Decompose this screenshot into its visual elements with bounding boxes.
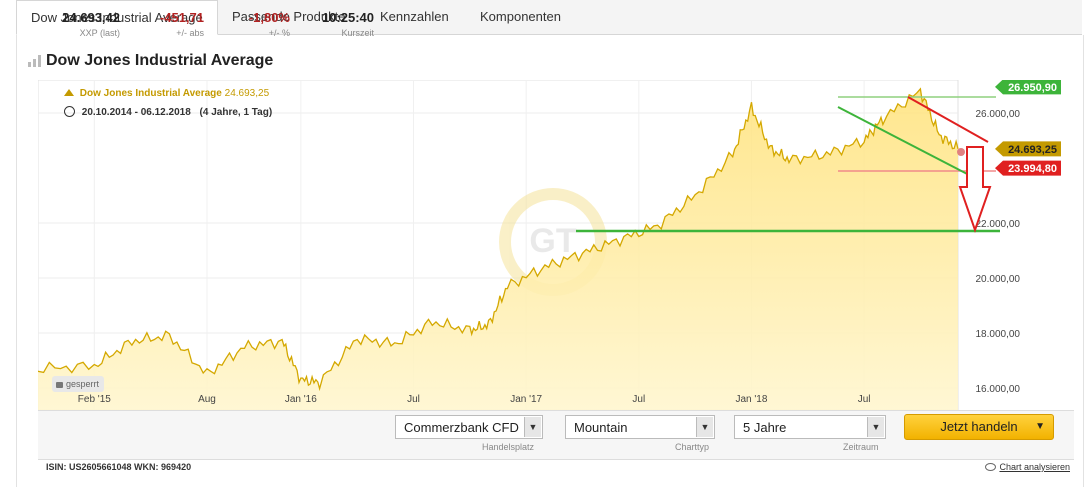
page-title: Dow Jones Industrial Average [46,52,274,69]
handelsplatz-select[interactable]: Commerzbank CFD ▼ [395,415,543,439]
stat-abs: -451,71 +/- abs [130,10,204,38]
charttyp-select[interactable]: Mountain ▼ [565,415,715,439]
select-value: 5 Jahre [743,420,787,435]
x-tick-label: Jul [632,394,645,405]
zeitraum-select[interactable]: 5 Jahre ▼ [734,415,886,439]
analyze-chart-label[interactable]: Chart analysieren [999,462,1070,472]
legend-period: (4 Jahre, 1 Tag) [199,107,273,118]
chart-legend-series: Dow Jones Industrial Average 24.693,25 [64,88,269,99]
isin-wkn-text: ISIN: US2605661048 WKN: 969420 [46,462,192,472]
chevron-down-icon[interactable]: ▼ [696,417,713,437]
caret-down-icon[interactable]: ▼ [1035,421,1045,432]
down-arrow [958,146,992,234]
price-badge-label: 24.693,25 [1008,144,1057,156]
price-chart[interactable]: GT Feb '15 Aug Jan '16 Jul Jan '17 Jul Jan '18… [38,80,1074,410]
clock-icon [64,106,75,117]
legend-series-value: 24.693,25 [224,88,270,99]
zeitraum-label: Zeitraum [843,442,879,452]
stat-label: +/- abs [176,28,204,38]
price-area [38,88,958,410]
green-trend-line [837,106,974,178]
stat-label: Kurszeit [341,28,374,38]
trade-now-button[interactable]: Jetzt handeln ▼ [904,414,1054,440]
y-tick-label: 22.000,00 [976,219,1021,230]
trend-annotations [576,96,1000,234]
tab-dow-jones[interactable]: Dow Jones Industrial Average [16,0,218,35]
select-value: Commerzbank CFD [404,420,519,435]
stat-label: +/- % [268,28,290,38]
legend-series-name: Dow Jones Industrial Average [79,88,222,99]
stat-value: -1,80% [248,10,290,25]
last-price-marker [957,148,965,156]
x-tick-label: Jul [407,394,420,405]
price-line [38,87,959,392]
stat-label: XXP (last) [79,28,120,38]
select-value: Mountain [574,420,628,435]
x-tick-label: Jul [858,394,871,405]
stat-last: 24.693,42 XXP (last) [46,10,120,38]
chart-analyze-icon [985,463,997,471]
y-tick-label: 26.000,00 [976,109,1021,120]
chart-legend-range: 20.10.2014 - 06.12.2018 (4 Jahre, 1 Tag) [64,106,272,118]
chevron-down-icon[interactable]: ▼ [524,417,541,437]
chevron-down-icon[interactable]: ▼ [867,417,884,437]
lock-icon [56,382,63,388]
y-tick-label: 16.000,00 [976,384,1021,395]
tab-bar: Dow Jones Industrial Average Passende Pr… [16,0,1082,35]
bar-chart-icon [28,55,41,67]
x-tick-label: Jan '17 [510,394,542,405]
x-tick-label: Jan '16 [285,394,317,405]
price-badge: 26.950,90 [995,80,1061,95]
stat-value: 10:25:40 [321,10,374,25]
mountain-icon [64,89,74,96]
quote-bar [38,410,1074,460]
stat-value: 24.693,42 [62,10,120,25]
analyze-chart-link[interactable]: Chart analysieren [985,462,1070,472]
footer-bar: ISIN: US2605661048 WKN: 969420 Chart ana… [38,459,1074,477]
x-tick-label: Jan '18 [736,394,768,405]
red-trend-line [907,96,989,143]
stat-value: -451,71 [159,10,204,25]
tab-kennzahlen[interactable]: Kennzahlen [380,9,449,24]
price-badge-label: 26.950,90 [1008,82,1057,94]
tab-komponenten[interactable]: Komponenten [480,9,561,24]
y-tick-label: 18.000,00 [976,329,1021,340]
trade-button-label: Jetzt handeln [940,419,1018,434]
x-tick-label: Feb '15 [78,394,111,405]
tab-passende-produkte[interactable]: Passende Produkte [232,9,346,24]
stat-pct: -1,80% +/- % [216,10,290,38]
price-badge: 23.994,80 [995,160,1061,176]
stat-time: 10:25:40 Kurszeit [300,10,374,38]
y-tick-label: 20.000,00 [976,274,1021,285]
locked-badge: gesperrt [52,376,105,392]
price-badge-label: 23.994,80 [1008,163,1057,175]
charttyp-label: Charttyp [675,442,710,452]
price-badge: 24.693,25 [995,141,1061,157]
handelsplatz-label: Handelsplatz [482,442,535,452]
x-tick-label: Aug [198,394,216,405]
legend-date-range: 20.10.2014 - 06.12.2018 [81,107,191,118]
watermark-text: GT [529,222,576,260]
locked-label: gesperrt [66,379,100,389]
